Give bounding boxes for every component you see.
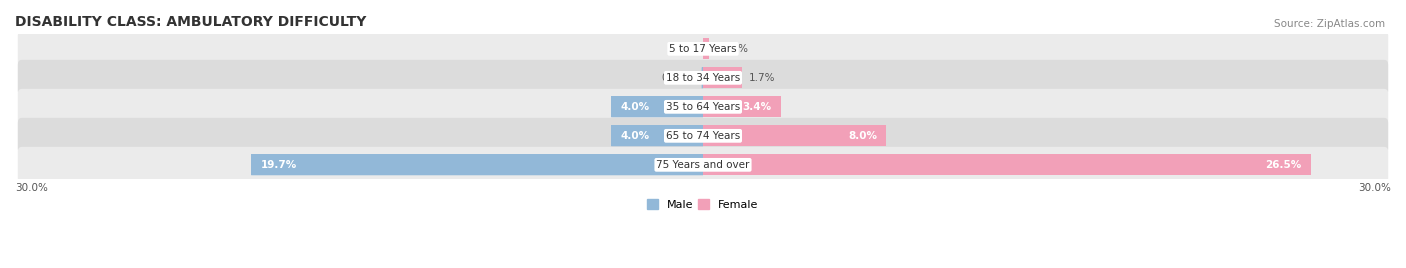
Bar — [703, 125, 886, 146]
Text: 30.0%: 30.0% — [1358, 183, 1391, 193]
Text: 30.0%: 30.0% — [15, 183, 48, 193]
Text: 26.5%: 26.5% — [1265, 160, 1302, 170]
FancyBboxPatch shape — [18, 118, 1388, 154]
FancyBboxPatch shape — [612, 96, 703, 117]
Bar — [252, 154, 703, 175]
FancyBboxPatch shape — [18, 147, 1388, 183]
Text: 8.0%: 8.0% — [848, 131, 877, 141]
Text: 18 to 34 Years: 18 to 34 Years — [666, 73, 740, 83]
Bar — [703, 96, 780, 117]
Text: 75 Years and over: 75 Years and over — [657, 160, 749, 170]
Text: 0.06%: 0.06% — [662, 73, 695, 83]
Bar — [703, 154, 1310, 175]
FancyBboxPatch shape — [18, 31, 1388, 67]
Legend: Male, Female: Male, Female — [643, 195, 763, 214]
Bar — [612, 96, 703, 117]
Text: 4.0%: 4.0% — [620, 131, 650, 141]
Text: 0.25%: 0.25% — [716, 44, 748, 54]
Text: 0.0%: 0.0% — [669, 44, 696, 54]
Text: DISABILITY CLASS: AMBULATORY DIFFICULTY: DISABILITY CLASS: AMBULATORY DIFFICULTY — [15, 15, 367, 29]
FancyBboxPatch shape — [252, 154, 703, 175]
Bar — [703, 38, 709, 59]
Text: Source: ZipAtlas.com: Source: ZipAtlas.com — [1274, 19, 1385, 29]
FancyBboxPatch shape — [18, 60, 1388, 96]
Text: 5 to 17 Years: 5 to 17 Years — [669, 44, 737, 54]
FancyBboxPatch shape — [18, 89, 1388, 125]
Text: 3.4%: 3.4% — [742, 102, 772, 112]
Text: 35 to 64 Years: 35 to 64 Years — [666, 102, 740, 112]
Bar — [612, 125, 703, 146]
Text: 4.0%: 4.0% — [620, 102, 650, 112]
Bar — [703, 67, 742, 88]
Text: 1.7%: 1.7% — [749, 73, 775, 83]
Text: 19.7%: 19.7% — [260, 160, 297, 170]
FancyBboxPatch shape — [612, 125, 703, 146]
Text: 65 to 74 Years: 65 to 74 Years — [666, 131, 740, 141]
